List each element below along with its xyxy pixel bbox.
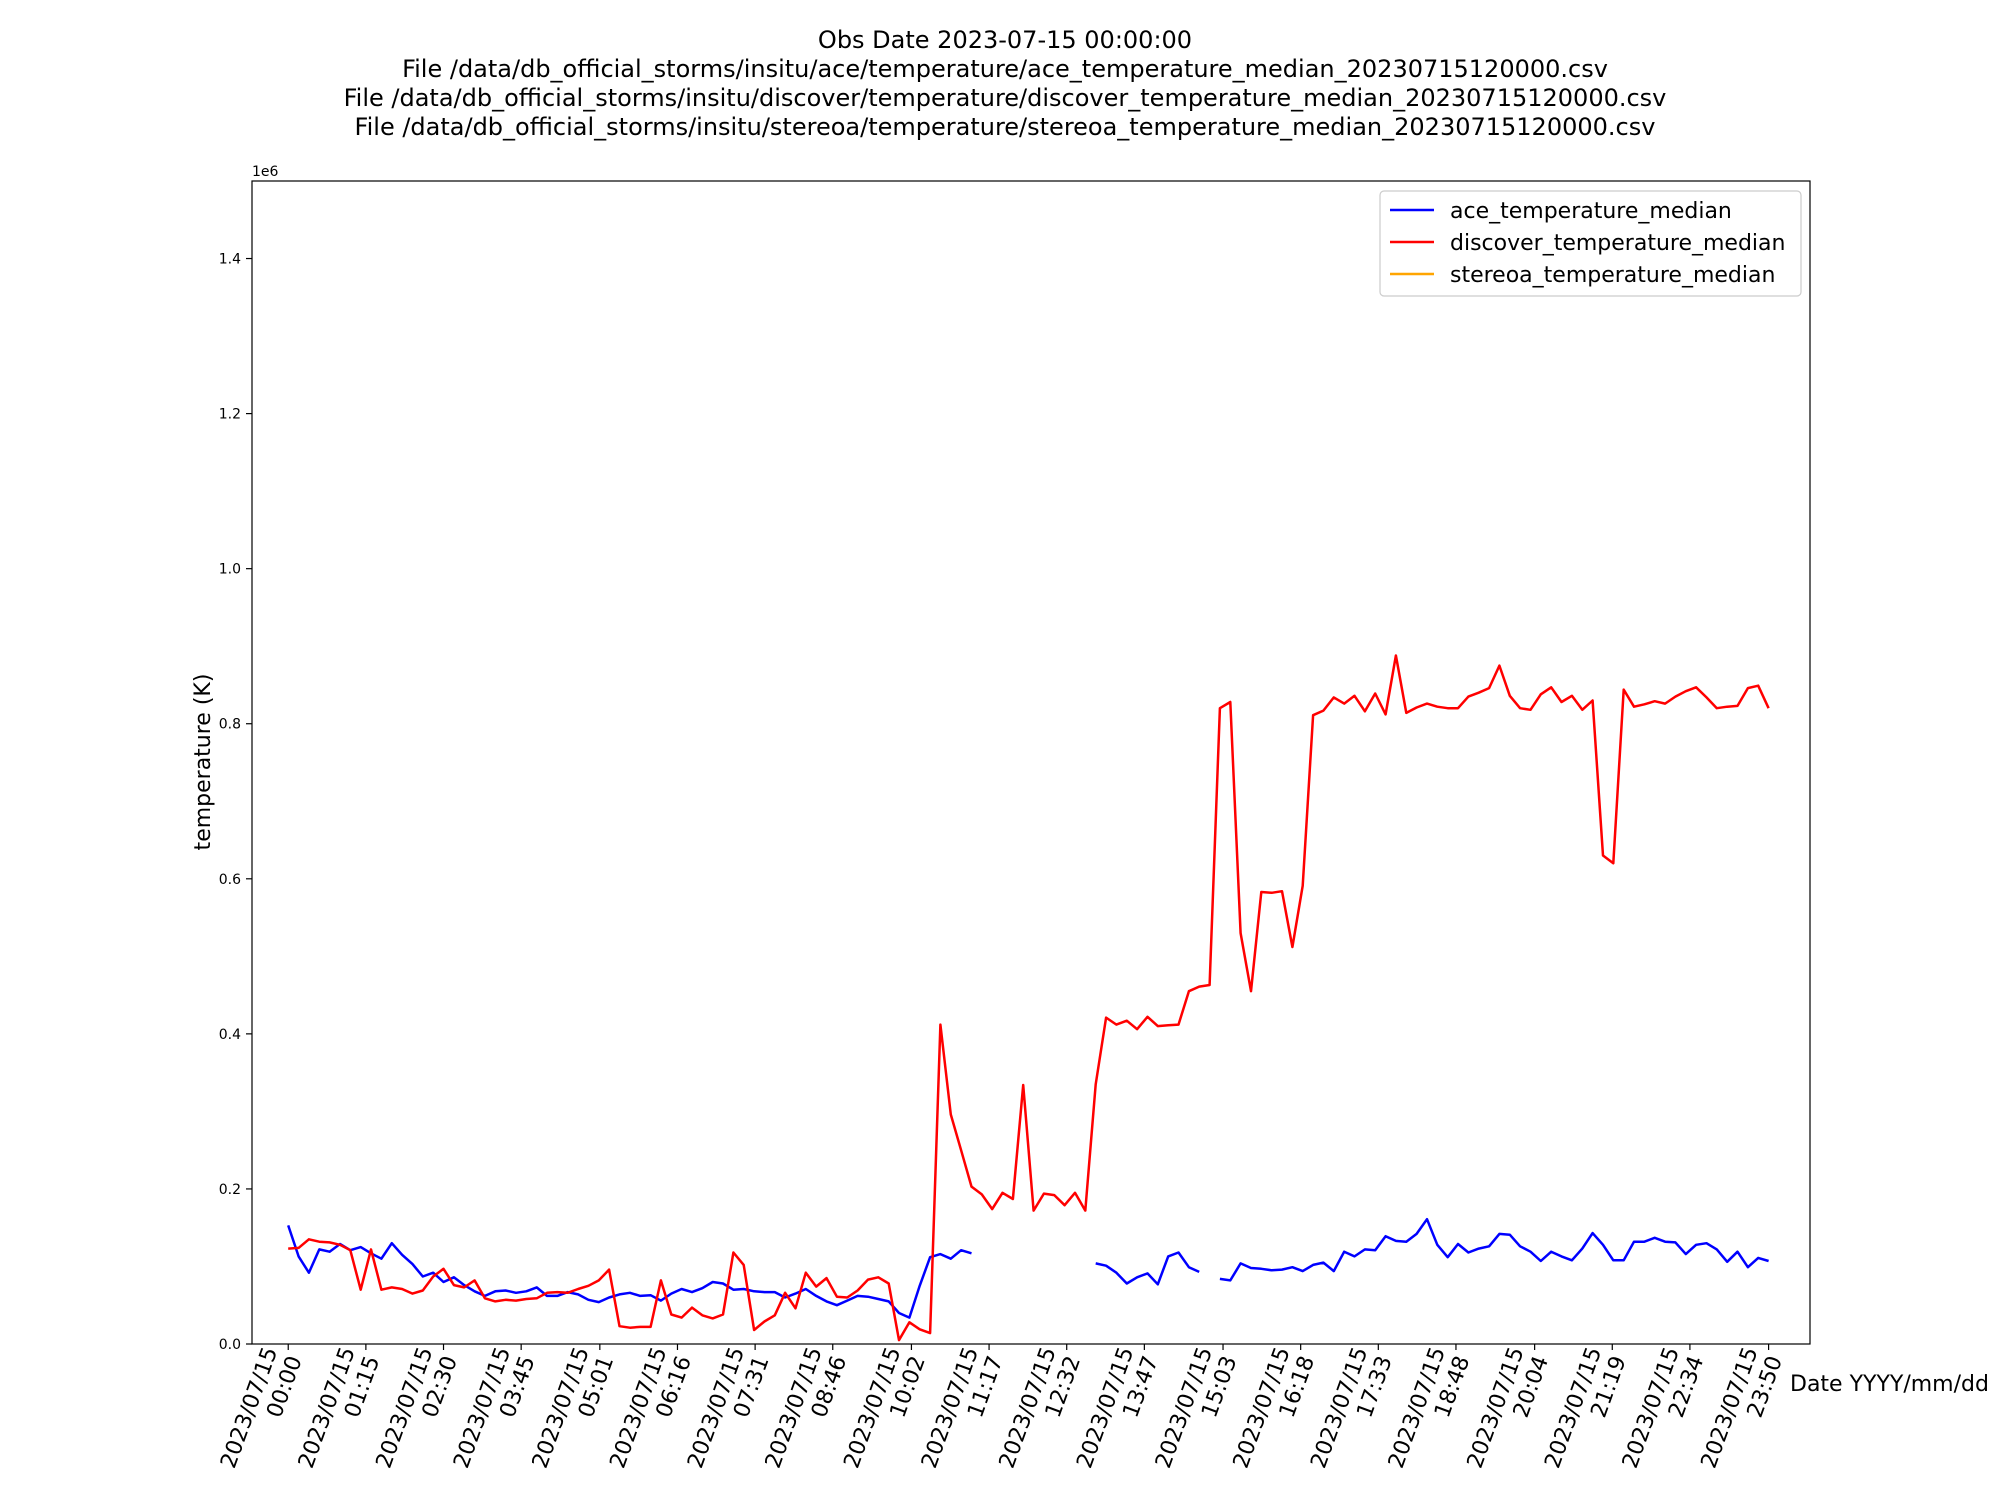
legend-label-discover: discover_temperature_median [1450, 231, 1785, 256]
legend: ace_temperature_median discover_temperat… [1379, 190, 1802, 297]
series-line-ace-segment-1 [287, 1225, 972, 1319]
y-tick-label: 0.6 [219, 872, 241, 888]
y-tick-label: 0.2 [219, 1182, 241, 1198]
series-line-discover-segment-1 [288, 654, 1770, 1342]
title-line-discover-file: File /data/db_official_storms/insitu/dis… [344, 84, 1667, 112]
legend-box [1379, 190, 1802, 297]
plot-area [251, 180, 1811, 1345]
y-tick-label: 0.4 [219, 1027, 241, 1043]
series-layer [287, 654, 1770, 1342]
x-axis: 2023/07/1500:002023/07/1501:152023/07/15… [216, 1344, 1788, 1472]
x-tick-label: 2023/07/1512:32 [995, 1344, 1086, 1472]
legend-label-stereoa: stereoa_temperature_median [1450, 263, 1775, 288]
title-line-obs-date: Obs Date 2023-07-15 00:00:00 [818, 26, 1192, 54]
x-axis-label: Date YYYY/mm/dd [1790, 1372, 1989, 1397]
series-line-ace-segment-3 [1219, 1217, 1769, 1282]
y-axis-label: temperature (K) [191, 674, 216, 851]
y-tick-label: 0.0 [219, 1337, 241, 1353]
title-line-stereoa-file: File /data/db_official_storms/insitu/ste… [355, 113, 1656, 141]
y-tick-label: 1.4 [219, 252, 241, 268]
y-axis: 0.0 0.2 0.4 0.6 0.8 1.0 1.2 1.4 [219, 252, 252, 1353]
y-tick-label: 1.0 [219, 562, 241, 578]
legend-label-ace: ace_temperature_median [1450, 199, 1732, 224]
y-tick-label: 1.2 [219, 407, 241, 423]
title-line-ace-file: File /data/db_official_storms/insitu/ace… [402, 55, 1608, 83]
y-tick-label: 0.8 [219, 717, 241, 733]
y-offset-label: 1e6 [252, 164, 279, 180]
chart-title: Obs Date 2023-07-15 00:00:00 File /data/… [344, 26, 1667, 141]
series-line-ace-segment-2 [1095, 1251, 1200, 1286]
